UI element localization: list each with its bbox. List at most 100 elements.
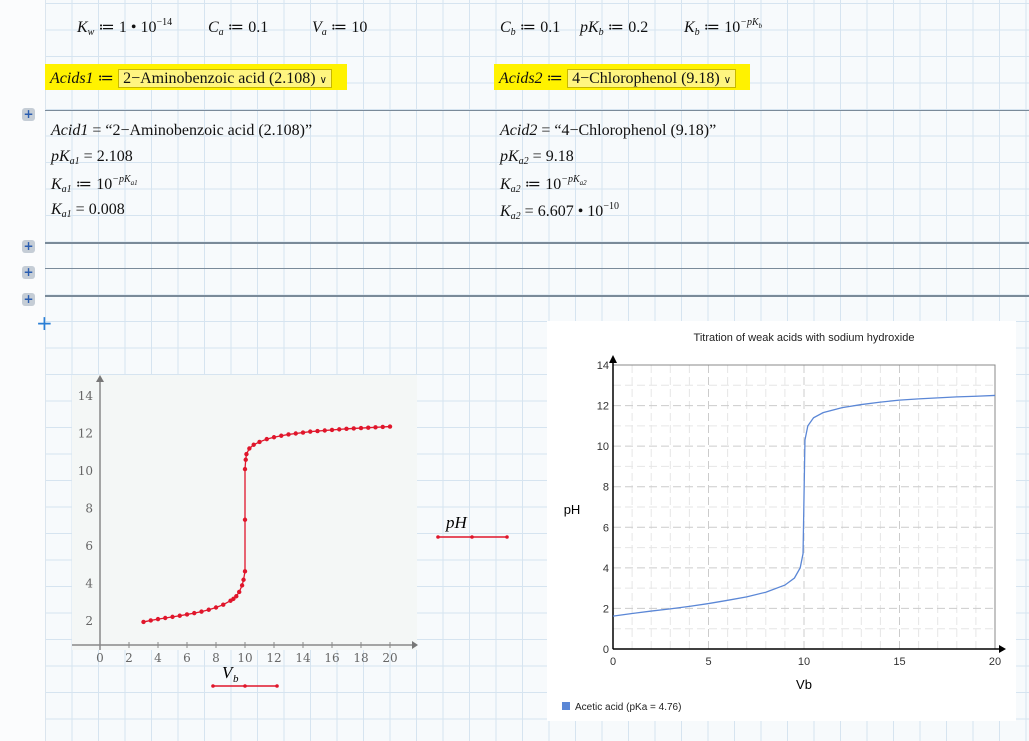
y-axis-label: pH bbox=[564, 502, 581, 517]
x-tick-label: 8 bbox=[212, 651, 220, 665]
y-tick-label: 4 bbox=[85, 577, 93, 591]
plus-icon[interactable]: + bbox=[22, 239, 35, 253]
x-tick-label: 0 bbox=[96, 651, 104, 665]
plus-icon[interactable]: + bbox=[22, 265, 35, 279]
plus-icon[interactable]: + bbox=[22, 107, 35, 121]
data-point bbox=[221, 602, 226, 607]
y-tick-label: 14 bbox=[597, 360, 609, 372]
acid1-result[interactable]: Acid1 = “2−Aminobenzoic acid (2.108)” bbox=[51, 122, 313, 139]
data-point bbox=[247, 446, 252, 451]
y-tick-label: 10 bbox=[597, 441, 609, 453]
data-point bbox=[199, 609, 204, 614]
acids1-dropdown[interactable]: 2−Aminobenzoic acid (2.108) ∨ bbox=[118, 69, 332, 88]
left-margin bbox=[0, 0, 46, 741]
data-point bbox=[286, 432, 291, 437]
plus-icon[interactable]: + bbox=[22, 292, 35, 306]
x-tick-label: 2 bbox=[125, 651, 133, 665]
data-point bbox=[344, 426, 349, 432]
pka2-result[interactable]: pKa2 = 9.18 bbox=[500, 148, 574, 167]
data-point bbox=[155, 616, 161, 622]
data-point bbox=[242, 569, 248, 574]
acid2-result[interactable]: Acid2 = “4−Chlorophenol (9.18)” bbox=[500, 122, 717, 139]
legend-label: Acetic acid (pKa = 4.76) bbox=[575, 702, 681, 713]
titration-chart[interactable]: Titration of weak acids with sodium hydr… bbox=[547, 321, 1016, 721]
data-point bbox=[237, 589, 242, 595]
data-point bbox=[148, 618, 153, 623]
cb-definition[interactable]: Cb ≔ 0.1 bbox=[500, 19, 561, 38]
kw-definition[interactable]: Kw ≔ 1 • 10−14 bbox=[77, 17, 173, 38]
x-axis-label: V bbox=[222, 663, 235, 682]
data-point bbox=[264, 436, 269, 442]
y-tick-label: 12 bbox=[597, 401, 609, 413]
data-point bbox=[243, 457, 248, 462]
data-point bbox=[241, 577, 246, 582]
x-axis-label-sub: b bbox=[233, 673, 239, 685]
ka2-definition[interactable]: Ka2 ≔ 10−pKa2 bbox=[500, 174, 587, 195]
x-tick-label: 5 bbox=[705, 656, 711, 668]
data-point bbox=[351, 426, 356, 431]
chevron-down-icon: ∨ bbox=[723, 75, 732, 86]
data-point bbox=[380, 424, 385, 430]
legend-marker bbox=[243, 684, 247, 688]
data-point bbox=[279, 433, 284, 438]
y-tick-label: 0 bbox=[603, 644, 609, 656]
region-divider bbox=[45, 268, 1029, 269]
data-point bbox=[373, 425, 378, 430]
x-tick-label: 4 bbox=[154, 651, 162, 665]
acids2-dropdown[interactable]: 4−Chlorophenol (9.18) ∨ bbox=[567, 69, 737, 88]
y-tick-label: 14 bbox=[78, 389, 94, 403]
ka1-definition[interactable]: Ka1 ≔ 10−pKa1 bbox=[51, 174, 138, 195]
data-point bbox=[300, 430, 306, 435]
ca-definition[interactable]: Ca ≔ 0.1 bbox=[208, 19, 269, 38]
data-point bbox=[177, 613, 182, 618]
pkb-definition[interactable]: pKb ≔ 0.2 bbox=[580, 19, 649, 38]
y-tick-label: 8 bbox=[603, 482, 609, 494]
pka1-result[interactable]: pKa1 = 2.108 bbox=[51, 148, 133, 167]
x-axis-label: Vb bbox=[796, 677, 812, 692]
data-point bbox=[206, 607, 211, 612]
x-tick-label: 10 bbox=[237, 651, 252, 665]
x-tick-label: 15 bbox=[893, 656, 905, 668]
data-point bbox=[322, 428, 327, 433]
y-tick-label: 6 bbox=[603, 522, 609, 534]
acids1-selector[interactable]: Acids1 ≔ 2−Aminobenzoic acid (2.108) ∨ bbox=[45, 64, 347, 90]
kb-definition[interactable]: Kb ≔ 10−pKb bbox=[684, 17, 763, 38]
y-axis-arrow bbox=[96, 375, 104, 382]
y-tick-label: 2 bbox=[603, 603, 609, 615]
y-tick-label: 10 bbox=[78, 464, 93, 478]
y-tick-label: 2 bbox=[85, 614, 93, 628]
x-tick-label: 18 bbox=[353, 651, 368, 665]
y-axis-arrow bbox=[609, 355, 617, 363]
data-point bbox=[239, 583, 245, 588]
data-point bbox=[257, 439, 262, 445]
series-line bbox=[612, 394, 996, 617]
y-tick-label: 6 bbox=[85, 539, 93, 553]
data-point bbox=[366, 425, 371, 430]
y-tick-label: 4 bbox=[603, 563, 609, 575]
x-tick-label: 0 bbox=[610, 656, 616, 668]
y-axis-label: pH bbox=[445, 513, 469, 532]
data-point bbox=[213, 605, 219, 610]
data-point bbox=[170, 614, 175, 620]
legend-marker bbox=[275, 684, 279, 688]
region-divider bbox=[45, 242, 1029, 244]
ka2-result[interactable]: Ka2 = 6.607 • 10−10 bbox=[500, 201, 619, 222]
va-definition[interactable]: Va ≔ 10 bbox=[312, 19, 368, 38]
xy-plot-ph-vs-vb[interactable]: 0 2 4 6 8 10 12 14 16 18 20 2 4 6 8 10 12 14 V b pH bbox=[60, 370, 530, 700]
ka1-result[interactable]: Ka1 = 0.008 bbox=[51, 201, 125, 220]
data-point bbox=[242, 466, 248, 472]
acids2-selector[interactable]: Acids2 ≔ 4−Chlorophenol (9.18) ∨ bbox=[494, 64, 750, 90]
data-point bbox=[358, 425, 364, 431]
data-point bbox=[231, 596, 236, 602]
data-point bbox=[251, 442, 256, 447]
chevron-down-icon: ∨ bbox=[319, 75, 327, 86]
legend-marker bbox=[505, 535, 509, 539]
data-point bbox=[192, 610, 197, 616]
data-point bbox=[315, 428, 320, 434]
x-axis-arrow bbox=[412, 641, 418, 649]
legend-marker bbox=[211, 684, 215, 688]
x-tick-label: 6 bbox=[183, 651, 191, 665]
data-point bbox=[293, 431, 298, 436]
data-point bbox=[308, 429, 313, 434]
legend-marker bbox=[436, 535, 440, 539]
